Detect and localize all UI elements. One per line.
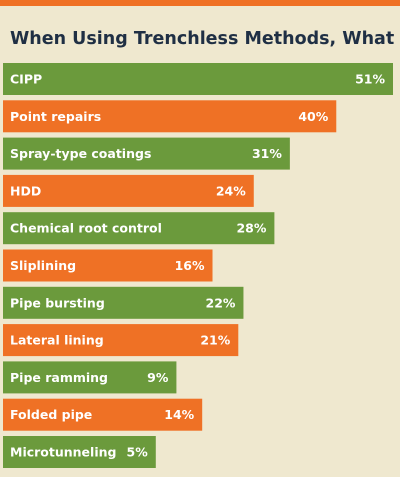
category-label: Lateral lining bbox=[10, 333, 104, 348]
bar bbox=[3, 63, 393, 95]
category-label: Pipe ramming bbox=[10, 370, 108, 385]
category-label: Microtunneling bbox=[10, 445, 116, 460]
value-label: 16% bbox=[175, 258, 205, 273]
bar bbox=[3, 212, 275, 245]
category-label: Pipe bursting bbox=[10, 295, 105, 310]
value-label: 28% bbox=[236, 221, 266, 236]
value-label: 51% bbox=[355, 72, 385, 87]
value-label: 5% bbox=[127, 445, 149, 460]
bar bbox=[3, 286, 244, 319]
bar bbox=[3, 436, 156, 468]
value-label: 14% bbox=[164, 407, 194, 422]
bar bbox=[3, 398, 203, 431]
value-label: 31% bbox=[252, 146, 282, 161]
bar bbox=[3, 361, 177, 394]
category-label: CIPP bbox=[10, 72, 42, 87]
value-label: 9% bbox=[147, 370, 169, 385]
category-label: Point repairs bbox=[10, 109, 101, 124]
bar bbox=[3, 324, 239, 357]
category-label: HDD bbox=[10, 183, 41, 198]
category-label: Spray-type coatings bbox=[10, 146, 151, 161]
category-label: Sliplining bbox=[10, 258, 76, 273]
value-label: 40% bbox=[298, 109, 328, 124]
value-label: 21% bbox=[200, 333, 230, 348]
bar bbox=[3, 249, 213, 282]
bar bbox=[3, 174, 254, 207]
category-label: Folded pipe bbox=[10, 407, 92, 422]
value-label: 22% bbox=[206, 295, 236, 310]
chart-title: When Using Trenchless Methods, What % is… bbox=[10, 29, 400, 49]
top-stripe bbox=[0, 0, 400, 6]
category-label: Chemical root control bbox=[10, 221, 162, 236]
bar bbox=[3, 100, 337, 133]
value-label: 24% bbox=[216, 183, 246, 198]
bar bbox=[3, 137, 290, 170]
